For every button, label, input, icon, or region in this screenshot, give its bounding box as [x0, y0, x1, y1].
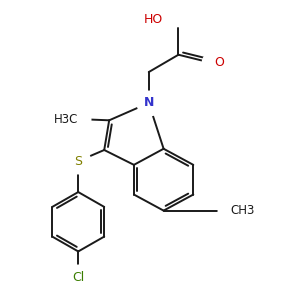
Text: O: O: [214, 56, 224, 69]
Text: N: N: [144, 97, 154, 110]
Text: HO: HO: [144, 13, 163, 26]
Point: [151, 24, 156, 29]
Point: [228, 208, 233, 213]
Point: [146, 100, 151, 105]
Point: [212, 60, 217, 65]
Text: Cl: Cl: [72, 271, 84, 284]
Point: [76, 117, 81, 122]
Point: [76, 275, 81, 280]
Point: [76, 159, 81, 164]
Text: CH3: CH3: [230, 204, 255, 217]
Text: H3C: H3C: [54, 112, 78, 126]
Text: S: S: [74, 154, 82, 168]
